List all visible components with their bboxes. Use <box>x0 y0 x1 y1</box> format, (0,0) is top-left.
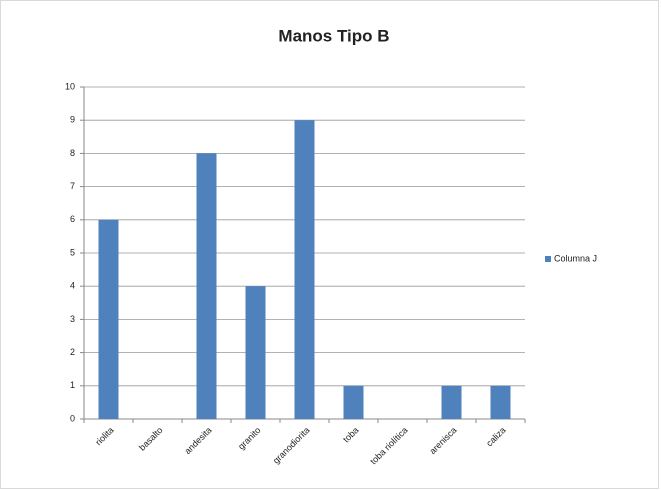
y-tick-label: 1 <box>70 380 75 390</box>
y-tick-label: 4 <box>70 281 75 291</box>
bar <box>343 385 364 419</box>
y-tick-label: 0 <box>70 413 75 423</box>
chart-title: Manos Tipo B <box>278 26 389 45</box>
y-tick-label: 8 <box>70 148 75 158</box>
y-tick-label: 10 <box>65 81 75 91</box>
bar <box>490 385 511 419</box>
y-tick-label: 5 <box>70 247 75 257</box>
y-tick-label: 6 <box>70 214 75 224</box>
legend-swatch <box>545 256 551 262</box>
bar <box>196 153 217 419</box>
y-tick-label: 3 <box>70 314 75 324</box>
bar <box>245 286 266 419</box>
legend-label: Columna J <box>554 253 597 263</box>
y-tick-label: 7 <box>70 181 75 191</box>
y-tick-label: 2 <box>70 347 75 357</box>
bar <box>98 219 119 419</box>
y-tick-label: 9 <box>70 115 75 125</box>
bar <box>294 120 315 419</box>
bar <box>441 385 462 419</box>
